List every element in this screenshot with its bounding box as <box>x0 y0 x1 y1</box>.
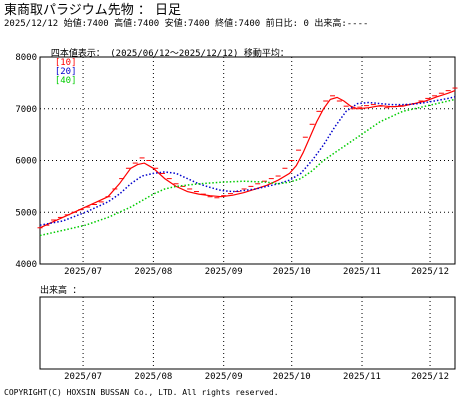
volume-x-tick-label: 2025/08 <box>134 372 172 382</box>
x-axis: 2025/07 2025/08 2025/09 2025/10 2025/11 2025/… <box>64 267 449 277</box>
price-info: 2025/12/12 始値:7400 高値:7400 安値:7400 終値:74… <box>4 19 369 29</box>
page-title: 東商取パラジウム先物 ： 日足 <box>4 3 182 18</box>
x-tick-label: 2025/10 <box>273 267 311 277</box>
copyright-text: COPYRIGHT(C) HOXSIN BUSSAN Co., LTD. All… <box>4 388 279 397</box>
ma-line-10 <box>39 90 456 229</box>
legend: 四本値表示： (2025/06/12～2025/12/12) 移動平均： [10… <box>40 41 289 86</box>
y-tick-label: 4000 <box>15 260 37 270</box>
legend-item-ma40: [40] <box>54 76 77 86</box>
volume-plot-frame <box>39 296 456 370</box>
y-tick-label: 6000 <box>15 157 37 167</box>
legend-item-ma20: [20] <box>54 67 77 77</box>
volume-x-tick-label: 2025/11 <box>343 372 381 382</box>
x-tick-label: 2025/12 <box>411 267 449 277</box>
volume-x-tick-label: 2025/12 <box>411 372 449 382</box>
grid <box>40 57 455 369</box>
legend-prefix: 四本値表示： (2025/06/12～2025/12/12) 移動平均： <box>50 49 289 59</box>
volume-x-tick-label: 2025/09 <box>205 372 243 382</box>
volume-label: 出来高 ： <box>40 286 82 296</box>
y-tick-label: 5000 <box>15 208 37 218</box>
x-tick-label: 2025/09 <box>205 267 243 277</box>
y-axis: 4000 5000 6000 7000 8000 <box>15 53 37 270</box>
x-tick-label: 2025/11 <box>343 267 381 277</box>
x-tick-label: 2025/08 <box>134 267 172 277</box>
ma-line-40 <box>39 98 456 237</box>
volume-x-tick-label: 2025/07 <box>64 372 102 382</box>
volume-x-tick-label: 2025/10 <box>273 372 311 382</box>
y-tick-label: 7000 <box>15 105 37 115</box>
y-tick-label: 8000 <box>15 53 37 63</box>
x-tick-label: 2025/07 <box>64 267 102 277</box>
legend-item-ma10: [10] <box>54 58 77 68</box>
ma-line-20 <box>39 96 456 226</box>
volume-x-axis: 2025/07 2025/08 2025/09 2025/10 2025/11 2025/… <box>64 372 449 382</box>
series-group <box>37 87 458 237</box>
